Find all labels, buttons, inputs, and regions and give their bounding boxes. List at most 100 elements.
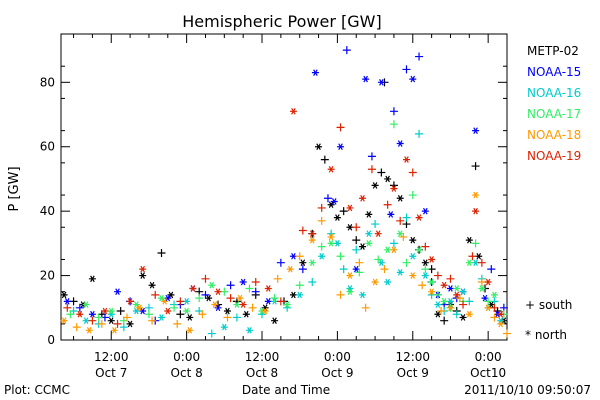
data-point-south	[421, 242, 430, 251]
x-tick-label-time: 0:00	[324, 350, 351, 364]
data-point-north	[446, 304, 454, 312]
data-point-north	[346, 288, 354, 295]
y-tick-label: 20	[40, 269, 55, 283]
data-point-south	[374, 255, 383, 264]
data-point-north	[88, 310, 96, 318]
data-point-north	[346, 272, 354, 279]
data-point-north	[428, 288, 436, 295]
x-tick-label-date: Oct 8	[171, 366, 203, 380]
data-point-south	[418, 281, 427, 290]
data-point-north	[132, 307, 140, 315]
data-point-south	[276, 297, 285, 306]
legend-entry: NOAA-18	[527, 128, 581, 142]
data-point-north	[60, 317, 68, 324]
series-noaa-18	[60, 191, 511, 338]
data-point-north	[421, 272, 429, 279]
data-point-south	[201, 274, 210, 283]
data-point-north	[453, 291, 461, 299]
data-point-north	[409, 236, 417, 244]
data-point-south	[433, 290, 442, 299]
data-point-north	[365, 211, 373, 218]
data-point-south	[251, 278, 260, 287]
data-point-south	[452, 310, 461, 319]
data-point-south	[380, 265, 389, 274]
data-point-south	[75, 303, 84, 312]
data-point-north	[434, 310, 442, 318]
x-axis: 12:00 Oct 7 0:00 Oct 8 12:00 Oct 8 0:00 Oct 9 12…	[73, 34, 506, 380]
data-point-north	[346, 204, 354, 212]
data-point-north	[396, 194, 404, 202]
data-point-north	[63, 298, 71, 305]
data-point-south	[367, 152, 376, 161]
data-point-south	[342, 46, 351, 55]
data-point-north	[186, 314, 194, 321]
data-point-south	[207, 329, 216, 338]
data-point-north	[223, 307, 231, 315]
data-point-south	[352, 245, 361, 254]
data-point-north	[327, 233, 335, 241]
data-point-north	[459, 288, 467, 295]
data-point-north	[132, 301, 140, 308]
data-points	[60, 46, 511, 338]
data-point-south	[113, 319, 122, 328]
data-point-north	[387, 211, 395, 218]
y-tick-label: 60	[40, 140, 55, 154]
data-point-north	[233, 301, 241, 308]
data-point-north	[220, 323, 228, 331]
data-point-south	[122, 313, 131, 322]
data-point-north	[365, 240, 373, 247]
x-tick-label-time: 12:00	[395, 350, 430, 364]
data-point-south	[317, 216, 326, 225]
data-point-north	[478, 285, 486, 292]
data-point-north	[242, 310, 250, 318]
data-point-north	[296, 291, 304, 299]
data-point-north	[421, 207, 429, 215]
data-point-north	[158, 294, 166, 302]
data-point-north	[289, 107, 297, 115]
data-point-north	[365, 230, 373, 238]
data-point-south	[176, 297, 185, 306]
data-point-south	[251, 287, 260, 296]
data-point-north	[315, 143, 323, 151]
data-point-north	[333, 240, 341, 247]
data-point-north	[308, 236, 316, 244]
data-point-south	[94, 313, 103, 322]
data-point-south	[487, 265, 496, 274]
data-point-north	[371, 278, 379, 286]
data-point-north	[82, 301, 90, 308]
data-point-south	[389, 107, 398, 116]
data-point-south	[471, 162, 480, 171]
y-tick-label: 40	[40, 204, 55, 218]
data-point-south	[232, 313, 241, 322]
data-point-north	[101, 307, 109, 315]
legend: METP-02 NOAA-15 NOAA-16 NOAA-17 NOAA-18 NOAA-…	[527, 44, 581, 163]
data-point-north	[107, 307, 115, 315]
data-point-south	[148, 316, 157, 325]
data-point-south	[415, 129, 424, 138]
data-point-south	[339, 207, 348, 216]
data-point-north	[337, 143, 345, 151]
data-point-south	[201, 290, 210, 299]
data-point-south	[336, 252, 345, 261]
x-tick-label-date: Oct 9	[321, 366, 353, 380]
data-point-north	[327, 201, 335, 209]
data-point-south	[88, 316, 97, 325]
data-point-south	[157, 249, 166, 258]
data-point-north	[409, 272, 417, 279]
x-axis-label: Date and Time	[242, 383, 330, 397]
data-point-north	[352, 265, 360, 273]
data-point-north	[440, 298, 448, 305]
data-point-south	[298, 226, 307, 235]
footer-plot-credit: Plot: CCMC	[4, 383, 70, 397]
x-tick-label-time: 0:00	[173, 350, 200, 364]
data-point-south	[245, 284, 254, 293]
data-point-north	[472, 127, 480, 134]
data-point-north	[327, 240, 335, 247]
data-point-south	[396, 216, 405, 225]
data-point-south	[361, 303, 370, 312]
data-point-north	[126, 298, 134, 305]
data-point-south	[72, 323, 81, 332]
data-point-north	[205, 294, 213, 302]
data-point-north	[415, 246, 423, 254]
